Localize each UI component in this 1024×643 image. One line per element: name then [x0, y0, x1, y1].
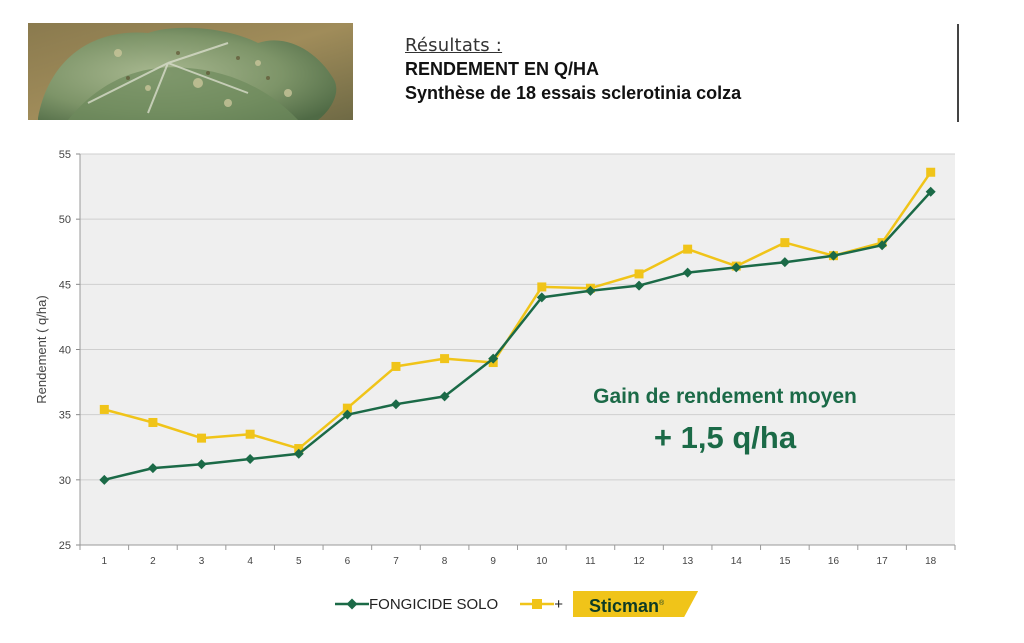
x-tick-label: 6 — [345, 556, 351, 567]
chart-subtitle: Synthèse de 18 essais sclerotinia colza — [405, 83, 742, 103]
y-tick-label: 35 — [59, 410, 71, 422]
data-point-sticman — [148, 417, 158, 427]
results-label: Résultats : — [405, 35, 503, 56]
x-tick-label: 10 — [536, 556, 548, 567]
x-tick-label: 4 — [247, 556, 253, 567]
legend-label-plus: + — [554, 595, 563, 613]
data-point-fongicide-solo — [293, 448, 304, 459]
data-point-fongicide-solo — [828, 250, 839, 261]
legend-item-sticman: + Sticman® — [520, 591, 698, 617]
data-point-fongicide-solo — [585, 285, 596, 296]
vertical-divider — [957, 24, 959, 122]
data-point-fongicide-solo — [439, 391, 450, 402]
x-tick-label: 17 — [877, 556, 889, 567]
x-tick-label: 2 — [150, 556, 156, 567]
y-tick-label: 40 — [59, 345, 71, 357]
x-tick-label: 1 — [102, 556, 108, 567]
data-point-sticman — [683, 244, 693, 254]
data-point-fongicide-solo — [779, 257, 790, 268]
data-point-fongicide-solo — [196, 459, 207, 470]
data-point-fongicide-solo — [342, 409, 353, 420]
x-tick-label: 13 — [682, 556, 694, 567]
data-point-fongicide-solo — [99, 474, 110, 485]
registered-mark: ® — [658, 600, 665, 607]
x-tick-label: 7 — [393, 556, 399, 567]
x-tick-label: 3 — [199, 556, 205, 567]
data-point-fongicide-solo — [536, 292, 547, 303]
x-tick-label: 5 — [296, 556, 302, 567]
series-line-fongicide-solo — [104, 190, 932, 482]
y-tick-label: 45 — [59, 279, 71, 291]
leaf-photo — [28, 23, 353, 120]
data-point-fongicide-solo — [925, 186, 936, 197]
data-point-fongicide-solo — [634, 280, 645, 291]
data-point-sticman — [440, 354, 450, 364]
y-tick-label: 25 — [59, 540, 71, 552]
sticman-logo: Sticman® — [573, 591, 698, 617]
legend-item-fongicide-solo: FONGICIDE SOLO — [335, 596, 498, 613]
data-point-sticman — [197, 433, 207, 443]
x-tick-label: 9 — [490, 556, 496, 567]
data-point-sticman — [342, 403, 352, 413]
gain-value: + 1,5 q/ha — [653, 420, 797, 455]
legend-label-fongicide-solo: FONGICIDE SOLO — [369, 595, 499, 613]
data-point-fongicide-solo — [682, 267, 693, 278]
x-tick-label: 8 — [442, 556, 448, 567]
header: Résultats : RENDEMENT EN Q/HA Synthèse d… — [405, 35, 741, 104]
y-axis-label: Rendement ( q/ha) — [34, 295, 49, 403]
x-tick-label: 14 — [731, 556, 743, 567]
chart-legend: FONGICIDE SOLO + Sticman® — [335, 590, 698, 618]
x-tick-label: 15 — [779, 556, 791, 567]
data-point-sticman — [634, 269, 644, 279]
series-line-sticman — [103, 171, 932, 450]
y-tick-label: 55 — [59, 149, 71, 161]
data-point-sticman — [537, 282, 547, 292]
gain-label: Gain de rendement moyen — [593, 385, 857, 408]
data-point-sticman — [391, 361, 401, 371]
y-tick-label: 50 — [59, 214, 71, 226]
data-point-sticman — [926, 167, 936, 177]
data-point-sticman — [294, 444, 304, 454]
data-point-fongicide-solo — [390, 399, 401, 410]
data-point-fongicide-solo — [147, 463, 158, 474]
data-point-sticman — [245, 429, 255, 439]
sticman-brand-name: Sticman — [588, 596, 659, 616]
data-point-fongicide-solo — [731, 262, 742, 273]
legend-line-diamond-icon — [335, 598, 369, 610]
x-tick-label: 12 — [633, 556, 645, 567]
legend-line-square-icon — [520, 599, 555, 609]
data-point-sticman — [780, 238, 790, 248]
data-point-fongicide-solo — [877, 240, 888, 251]
y-tick-label: 30 — [59, 475, 71, 487]
x-tick-label: 18 — [925, 556, 937, 567]
data-point-fongicide-solo — [245, 453, 256, 464]
data-point-sticman — [99, 404, 109, 414]
diseased-leaf-image — [28, 23, 353, 120]
data-point-fongicide-solo — [488, 353, 499, 364]
chart-title: RENDEMENT EN Q/HA — [405, 59, 600, 79]
x-tick-label: 11 — [585, 556, 596, 567]
x-tick-label: 16 — [828, 556, 840, 567]
